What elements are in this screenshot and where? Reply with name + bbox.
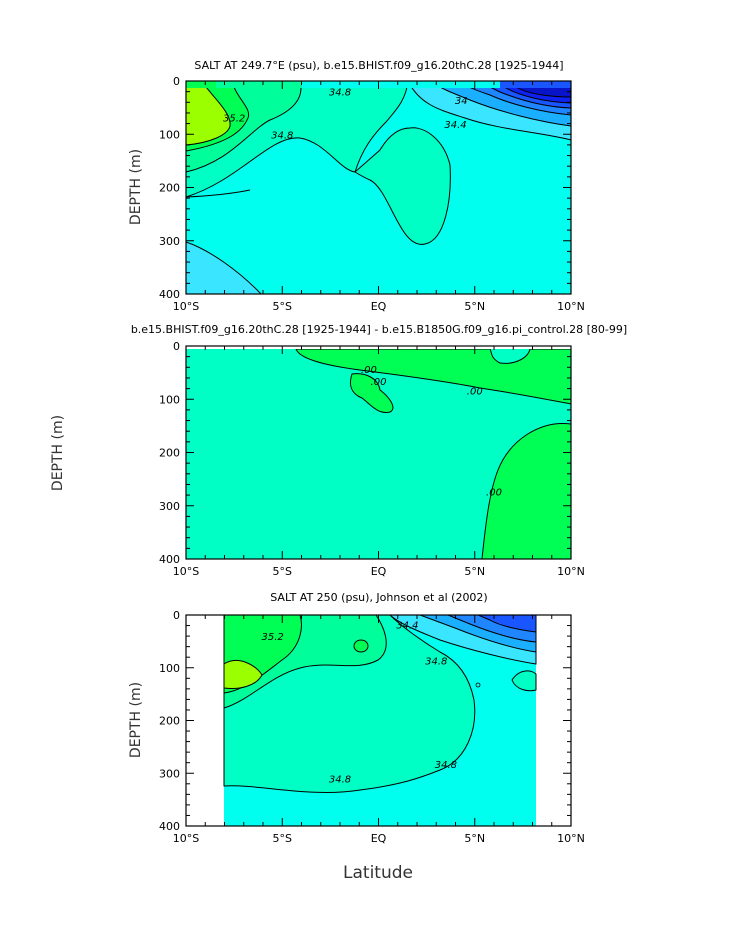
panel-1-region-tongue <box>354 127 451 245</box>
panel-1-ytick-label: 300 <box>159 235 180 248</box>
panel-2-ylabel: DEPTH (m) <box>50 415 66 491</box>
panel-2-region-positive-deep <box>481 423 572 560</box>
panel-2-xtick-label: 5°S <box>273 565 292 578</box>
panel-2-xtick-label: EQ <box>371 565 387 578</box>
panel-3-xtick-label: 5°N <box>464 832 485 845</box>
contour-label: 34.8 <box>435 760 457 771</box>
contour-label: 34.8 <box>271 130 293 141</box>
contour-label: 34.8 <box>329 775 351 786</box>
panel-2-xtick-label: 10°N <box>557 565 585 578</box>
panel-3-xtick-label: 5°S <box>273 832 292 845</box>
panel-3-axes: 10°S 5°S EQ 5°N 10°N 0 100 200 300 400 <box>159 609 585 845</box>
panel-2: b.e15.BHIST.f09_g16.20thC.28 [1925-1944]… <box>131 323 627 578</box>
panel-1-surface-mask-north <box>500 81 571 88</box>
x-axis-title: Latitude <box>343 863 413 883</box>
panel-2-xtick-label: 5°N <box>464 565 485 578</box>
panel-3-ytick-label: 300 <box>159 767 180 780</box>
panel-1: SALT AT 249.7°E (psu), b.e15.BHIST.f09_g… <box>159 59 585 313</box>
panel-1-xtick-label: EQ <box>371 300 387 313</box>
panel-2-ytick-label: 300 <box>159 500 180 513</box>
panel-1-ytick-label: 0 <box>173 75 180 88</box>
contour-label: 34.8 <box>425 656 447 667</box>
panel-3-contour-labels: 35.2 34.4 34.8 34.8 34.8 <box>261 621 457 786</box>
contour-label: 35.2 <box>223 113 245 124</box>
contour-label: 34 <box>455 96 468 107</box>
panel-3-xtick-label: 10°N <box>557 832 585 845</box>
panel-1-xtick-label: 5°S <box>273 300 292 313</box>
panel-1-title: SALT AT 249.7°E (psu), b.e15.BHIST.f09_g… <box>194 59 563 72</box>
panel-3-tiny-contour <box>475 682 481 688</box>
contour-label: .00 <box>486 487 502 498</box>
contour-label: 34.4 <box>396 621 418 632</box>
contour-label: 35.2 <box>261 632 283 643</box>
panel-1-contour-line <box>185 189 251 198</box>
panel-2-title: b.e15.BHIST.f09_g16.20thC.28 [1925-1944]… <box>131 323 627 336</box>
panel-1-surface-mask-south2 <box>186 81 216 88</box>
panel-1-axes: 10°S 5°S EQ 5°N 10°N 0 100 200 300 400 <box>159 75 585 313</box>
panel-2-region-positive-blob <box>349 373 394 414</box>
panel-2-axes: 10°S 5°S EQ 5°N 10°N 0 100 200 300 400 <box>159 340 585 578</box>
panel-1-plot <box>185 80 572 295</box>
panel-1-ylabel: DEPTH (m) <box>128 149 144 225</box>
panel-3-ytick-label: 0 <box>173 609 180 622</box>
contour-label: .00 <box>361 365 377 376</box>
panel-2-ytick-label: 0 <box>173 340 180 353</box>
panel-3-plot <box>223 614 537 826</box>
panel-3-region-34p0 <box>477 614 537 633</box>
panel-3-region-35p4 <box>223 660 263 689</box>
panel-2-xtick-label: 10°S <box>173 565 199 578</box>
panel-3-ytick-label: 200 <box>159 715 180 728</box>
contour-label: 34.8 <box>329 88 351 99</box>
panel-1-contour-labels: 35.2 34.8 34.8 34 34.4 <box>223 88 468 142</box>
panel-1-ytick-label: 100 <box>159 128 180 141</box>
panel-1-ytick-label: 400 <box>159 288 180 301</box>
panel-2-region-positive-upper <box>295 348 572 405</box>
contour-label: .00 <box>467 386 483 397</box>
panel-3-ylabel: DEPTH (m) <box>128 682 144 758</box>
panel-1-region-35p4 <box>185 80 231 146</box>
contour-label: .00 <box>371 377 387 388</box>
panel-2-ytick-label: 200 <box>159 447 180 460</box>
panel-1-ytick-label: 200 <box>159 182 180 195</box>
panel-2-ytick-label: 400 <box>159 553 180 566</box>
panel-3-xtick-label: 10°S <box>173 832 199 845</box>
panel-2-plot <box>186 346 572 560</box>
panel-3: SALT AT 250 (psu), Johnson et al (2002) … <box>159 591 585 845</box>
contour-label: 34.4 <box>444 120 466 131</box>
panel-2-contour-labels: .00.00.00.00 <box>361 365 502 498</box>
panel-2-ytick-label: 100 <box>159 393 180 406</box>
panel-3-region-blob <box>353 639 369 653</box>
panel-1-xtick-label: 5°N <box>464 300 485 313</box>
panel-3-xtick-label: EQ <box>371 832 387 845</box>
panel-3-title: SALT AT 250 (psu), Johnson et al (2002) <box>270 591 487 604</box>
panel-1-xtick-label: 10°N <box>557 300 585 313</box>
panel-3-region-small-north <box>511 670 537 692</box>
panel-1-xtick-label: 10°S <box>173 300 199 313</box>
panel-3-ytick-label: 100 <box>159 662 180 675</box>
panel-3-ytick-label: 400 <box>159 820 180 833</box>
